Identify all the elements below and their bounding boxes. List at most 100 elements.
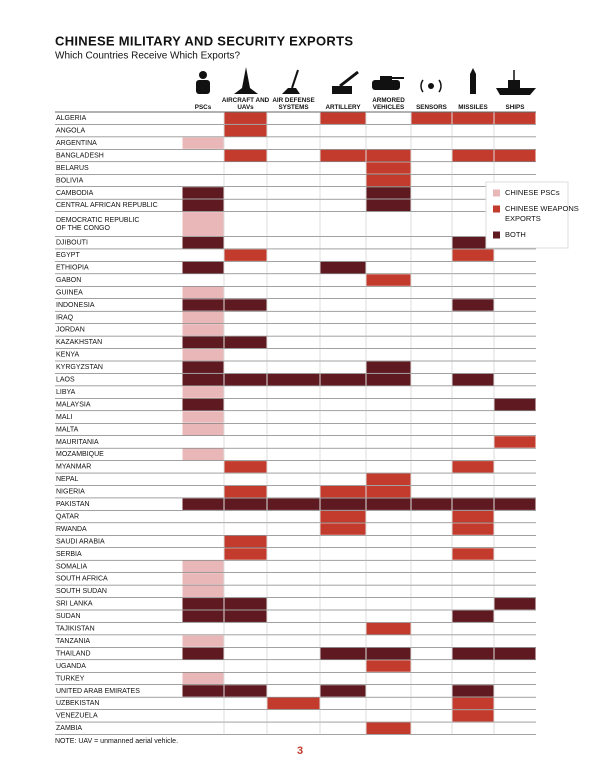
cell <box>267 498 320 510</box>
cell <box>494 598 536 610</box>
column-header: AIR DEFENSE SYSTEMS <box>272 97 314 111</box>
cell <box>366 274 411 286</box>
country: TAJIKISTAN <box>56 626 95 633</box>
country: SOMALIA <box>56 563 87 570</box>
column-header: ARMORED VEHICLES <box>372 97 405 111</box>
cell <box>411 498 452 510</box>
cell <box>182 373 224 386</box>
country: ETHIOPIA <box>56 264 89 271</box>
cell <box>366 660 411 672</box>
cell <box>320 523 366 535</box>
cell <box>182 635 224 647</box>
cell <box>452 237 494 249</box>
country: KYRGYZSTAN <box>56 364 103 371</box>
cell <box>182 411 224 423</box>
cell <box>224 598 267 610</box>
cell <box>182 349 224 361</box>
cell <box>366 373 411 386</box>
country: GUINEA <box>56 289 83 296</box>
cell <box>224 610 267 622</box>
cell <box>452 461 494 473</box>
title: CHINESE MILITARY AND SECURITY EXPORTS <box>55 33 353 48</box>
page-number: 3 <box>297 745 303 757</box>
country: JORDAN <box>56 327 85 334</box>
country: BANGLADESH <box>56 152 104 159</box>
cell <box>182 498 224 510</box>
cell <box>182 647 224 660</box>
cell <box>366 199 411 212</box>
cell <box>452 510 494 523</box>
cell <box>366 174 411 187</box>
cell <box>320 261 366 274</box>
country: MALAYSIA <box>56 401 91 408</box>
country: THAILAND <box>56 650 91 657</box>
column-header: AIRCRAFT AND UAVs <box>222 97 270 111</box>
cell <box>182 585 224 598</box>
cell <box>366 498 411 510</box>
legend-label: CHINESE WEAPONS EXPORTS <box>505 204 579 223</box>
legend-swatch <box>493 189 500 197</box>
cell <box>182 423 224 436</box>
cell <box>452 685 494 697</box>
cell <box>494 112 536 124</box>
cell <box>452 149 494 162</box>
legend-swatch <box>493 205 500 213</box>
cell <box>452 249 494 261</box>
cell <box>182 299 224 311</box>
cell <box>182 237 224 249</box>
country: SOUTH SUDAN <box>56 588 107 595</box>
country: RWANDA <box>56 526 87 533</box>
cell <box>366 187 411 199</box>
cell <box>182 261 224 274</box>
country: BELARUS <box>56 165 89 172</box>
cell <box>224 112 267 124</box>
cell <box>182 212 224 236</box>
cell <box>366 647 411 660</box>
cell <box>182 560 224 573</box>
country: PAKISTAN <box>56 501 90 508</box>
country: EGYPT <box>56 252 80 259</box>
legend-label: BOTH <box>505 230 526 239</box>
legend-label: CHINESE PSCs <box>505 188 560 197</box>
cell <box>366 473 411 485</box>
cell <box>320 486 366 498</box>
cell <box>182 324 224 336</box>
country: IRAQ <box>56 314 74 321</box>
country: CAMBODIA <box>56 190 94 197</box>
country: SUDAN <box>56 613 81 620</box>
country: SOUTH AFRICA <box>56 576 108 583</box>
country: UGANDA <box>56 663 86 670</box>
cell <box>494 647 536 660</box>
country: LIBYA <box>56 389 76 396</box>
cell <box>182 672 224 685</box>
cell <box>224 149 267 162</box>
country: SAUDI ARABIA <box>56 538 105 545</box>
cell <box>494 498 536 510</box>
cell <box>182 573 224 585</box>
cell <box>224 373 267 386</box>
cell <box>366 622 411 635</box>
column-header: SHIPS <box>506 104 525 111</box>
column-header: ARTILLERY <box>325 104 361 111</box>
cell <box>452 610 494 622</box>
cell <box>494 398 536 411</box>
cell <box>182 598 224 610</box>
country: KAZAKHSTAN <box>56 339 102 346</box>
cell <box>267 697 320 710</box>
country: NEPAL <box>56 476 79 483</box>
cell <box>452 373 494 386</box>
cell <box>182 199 224 212</box>
country: NIGERIA <box>56 489 85 496</box>
country: BOLIVIA <box>56 177 84 184</box>
country: MYANMAR <box>56 464 91 471</box>
cell <box>224 548 267 560</box>
cell <box>224 336 267 349</box>
country: INDONESIA <box>56 302 95 309</box>
cell <box>452 523 494 535</box>
country: QATAR <box>56 513 79 520</box>
cell <box>494 436 536 448</box>
country: CENTRAL AFRICAN REPUBLIC <box>56 202 158 209</box>
cell <box>182 137 224 149</box>
cell <box>182 286 224 299</box>
